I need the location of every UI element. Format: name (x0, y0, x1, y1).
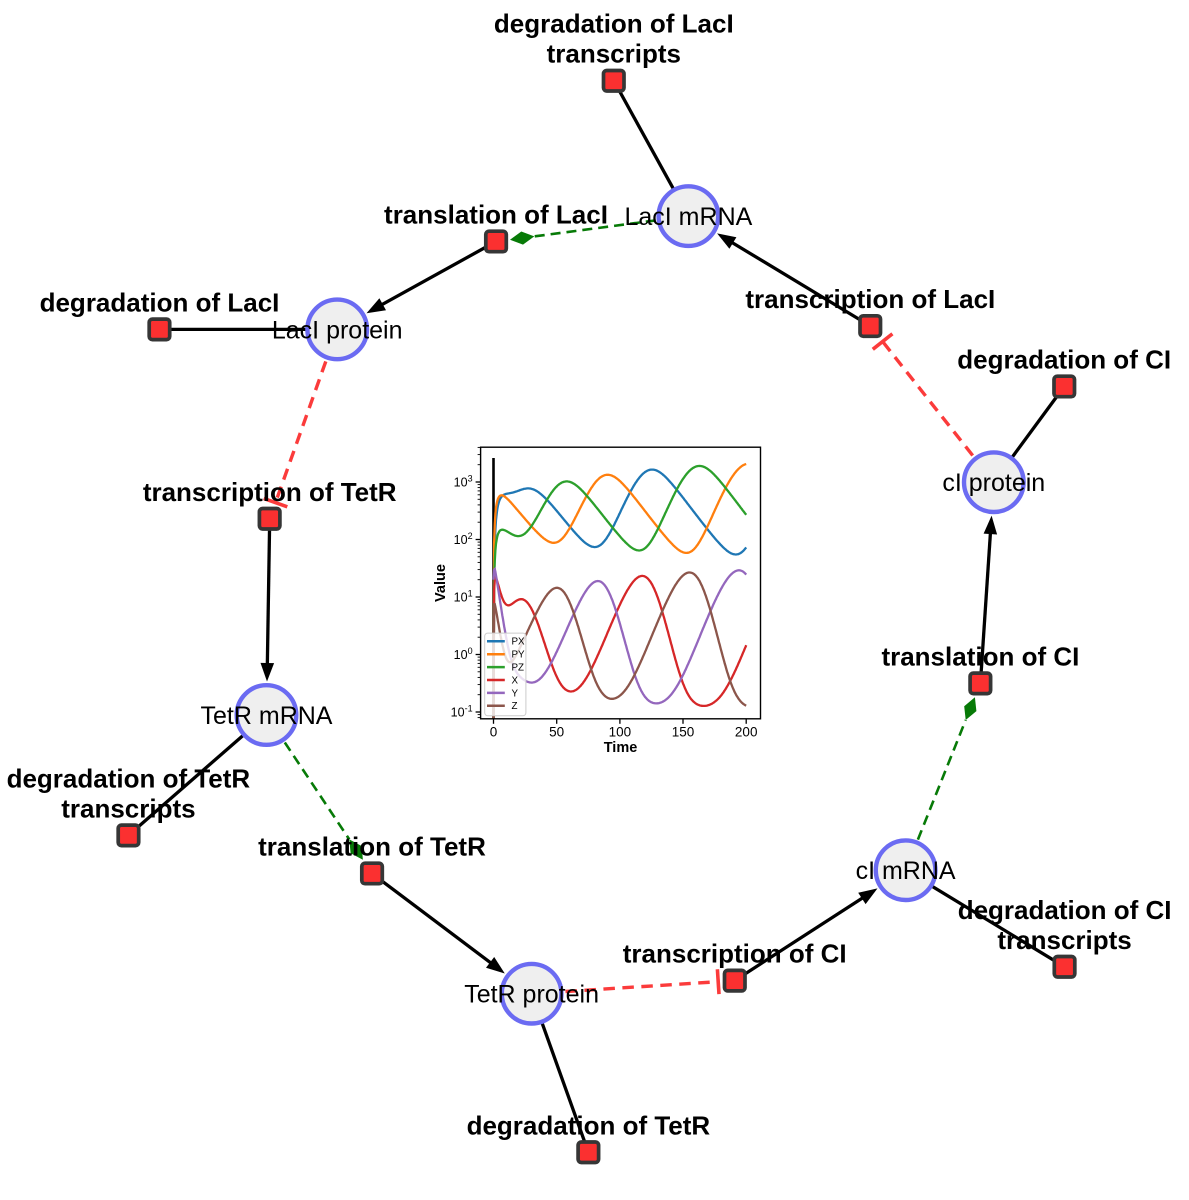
svg-text:degradation of CI: degradation of CI (957, 345, 1171, 375)
svg-text:Y: Y (512, 688, 519, 699)
svg-text:translation of CI: translation of CI (881, 641, 1079, 671)
svg-text:100: 100 (609, 724, 632, 739)
svg-text:degradation of TetR: degradation of TetR (7, 763, 251, 793)
svg-text:degradation of LacI: degradation of LacI (40, 287, 280, 317)
svg-text:cI protein: cI protein (942, 469, 1045, 497)
svg-text:degradation of TetR: degradation of TetR (467, 1110, 711, 1140)
svg-text:Time: Time (604, 740, 638, 756)
svg-text:0: 0 (490, 724, 498, 739)
svg-text:X: X (512, 675, 519, 686)
svg-text:TetR mRNA: TetR mRNA (201, 702, 333, 730)
svg-text:translation of LacI: translation of LacI (384, 200, 608, 230)
svg-text:transcripts: transcripts (61, 793, 195, 823)
svg-text:PZ: PZ (512, 663, 525, 674)
svg-text:50: 50 (549, 724, 564, 739)
svg-text:degradation of CI: degradation of CI (958, 895, 1172, 925)
svg-text:200: 200 (735, 724, 758, 739)
svg-text:PY: PY (512, 650, 526, 661)
svg-text:Value: Value (433, 564, 449, 602)
svg-text:LacI mRNA: LacI mRNA (624, 203, 752, 231)
svg-text:transcripts: transcripts (547, 39, 681, 69)
svg-text:Z: Z (512, 701, 518, 712)
svg-text:PX: PX (512, 637, 526, 648)
svg-text:degradation of LacI: degradation of LacI (494, 9, 734, 39)
svg-text:transcription of TetR: transcription of TetR (143, 477, 397, 507)
svg-text:transcription of CI: transcription of CI (623, 939, 847, 969)
svg-text:transcripts: transcripts (997, 925, 1131, 955)
svg-text:150: 150 (672, 724, 695, 739)
svg-text:TetR protein: TetR protein (464, 981, 599, 1009)
svg-text:cI mRNA: cI mRNA (856, 857, 956, 885)
svg-text:LacI protein: LacI protein (272, 316, 403, 344)
svg-text:translation of TetR: translation of TetR (258, 832, 486, 862)
svg-text:transcription of LacI: transcription of LacI (745, 284, 995, 314)
